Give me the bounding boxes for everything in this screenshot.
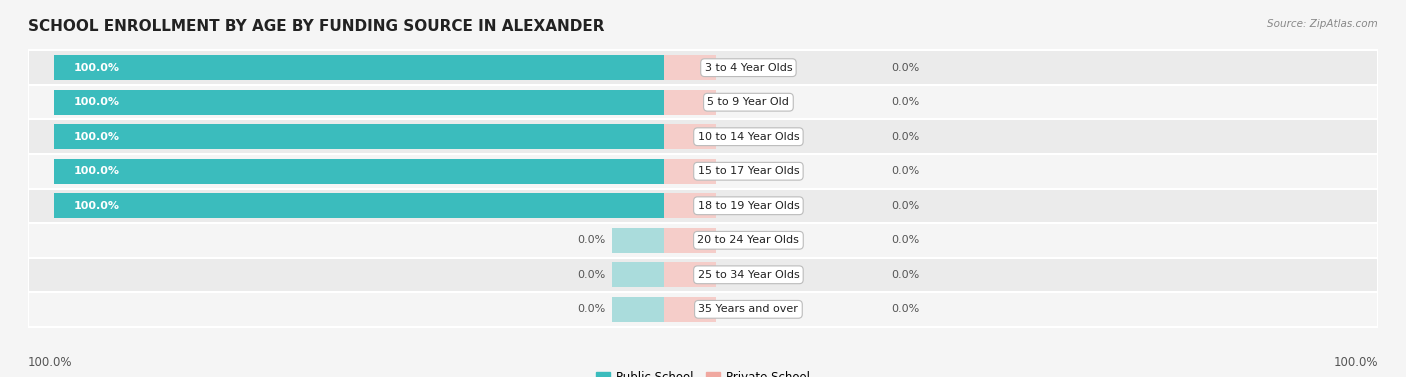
- Bar: [53, 90, 664, 115]
- Legend: Public School, Private School: Public School, Private School: [592, 366, 814, 377]
- Text: 0.0%: 0.0%: [891, 166, 920, 176]
- Bar: [664, 193, 716, 218]
- Text: Source: ZipAtlas.com: Source: ZipAtlas.com: [1267, 19, 1378, 29]
- Text: 0.0%: 0.0%: [891, 97, 920, 107]
- Text: 10 to 14 Year Olds: 10 to 14 Year Olds: [697, 132, 799, 142]
- Bar: [28, 257, 1378, 292]
- Text: 100.0%: 100.0%: [73, 166, 120, 176]
- Text: 100.0%: 100.0%: [73, 97, 120, 107]
- Text: 0.0%: 0.0%: [891, 201, 920, 211]
- Text: 15 to 17 Year Olds: 15 to 17 Year Olds: [697, 166, 799, 176]
- Bar: [28, 51, 1378, 85]
- Text: 0.0%: 0.0%: [578, 304, 606, 314]
- Text: 0.0%: 0.0%: [891, 235, 920, 245]
- Text: 18 to 19 Year Olds: 18 to 19 Year Olds: [697, 201, 799, 211]
- Text: 0.0%: 0.0%: [891, 63, 920, 73]
- Bar: [612, 297, 664, 322]
- Bar: [28, 85, 1378, 120]
- Bar: [664, 159, 716, 184]
- Bar: [28, 292, 1378, 326]
- Bar: [612, 228, 664, 253]
- Text: SCHOOL ENROLLMENT BY AGE BY FUNDING SOURCE IN ALEXANDER: SCHOOL ENROLLMENT BY AGE BY FUNDING SOUR…: [28, 19, 605, 34]
- Text: 100.0%: 100.0%: [73, 132, 120, 142]
- Bar: [53, 159, 664, 184]
- Bar: [28, 154, 1378, 188]
- Bar: [28, 223, 1378, 257]
- Text: 0.0%: 0.0%: [578, 235, 606, 245]
- Text: 100.0%: 100.0%: [1333, 357, 1378, 369]
- Bar: [664, 124, 716, 149]
- Text: 100.0%: 100.0%: [73, 201, 120, 211]
- Bar: [664, 90, 716, 115]
- Text: 5 to 9 Year Old: 5 to 9 Year Old: [707, 97, 789, 107]
- Text: 0.0%: 0.0%: [891, 132, 920, 142]
- Bar: [53, 55, 664, 80]
- Text: 0.0%: 0.0%: [578, 270, 606, 280]
- Bar: [28, 188, 1378, 223]
- Bar: [664, 228, 716, 253]
- Text: 0.0%: 0.0%: [891, 304, 920, 314]
- Text: 100.0%: 100.0%: [73, 63, 120, 73]
- Text: 0.0%: 0.0%: [891, 270, 920, 280]
- Text: 100.0%: 100.0%: [28, 357, 73, 369]
- Text: 3 to 4 Year Olds: 3 to 4 Year Olds: [704, 63, 792, 73]
- Bar: [664, 55, 716, 80]
- Text: 35 Years and over: 35 Years and over: [699, 304, 799, 314]
- Bar: [28, 120, 1378, 154]
- Bar: [664, 262, 716, 287]
- Bar: [612, 262, 664, 287]
- Bar: [53, 124, 664, 149]
- Bar: [53, 193, 664, 218]
- Bar: [664, 297, 716, 322]
- Text: 25 to 34 Year Olds: 25 to 34 Year Olds: [697, 270, 799, 280]
- Text: 20 to 24 Year Olds: 20 to 24 Year Olds: [697, 235, 800, 245]
